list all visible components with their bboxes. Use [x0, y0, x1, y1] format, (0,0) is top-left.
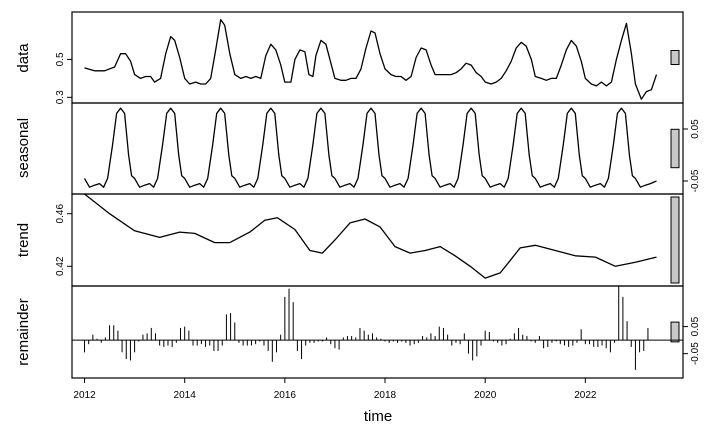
y-tick-label: 0.05	[690, 119, 701, 139]
data-series-line	[84, 18, 658, 100]
x-tick-label: 2014	[174, 390, 197, 401]
scale-bar	[670, 50, 680, 65]
trend-series-line	[84, 193, 657, 279]
x-tick-label: 2016	[274, 390, 297, 401]
x-tick-label: 2022	[574, 390, 597, 401]
y-tick-label: 0.46	[55, 204, 66, 224]
x-tick-label: 2012	[73, 390, 96, 401]
y-tick-label: -0.05	[690, 342, 701, 365]
panel-frame	[71, 102, 684, 195]
scale-bar	[670, 196, 680, 284]
panel-frame	[71, 11, 684, 104]
y-tick-label: 0.42	[55, 256, 66, 276]
panel-data: 0.3 0.5	[55, 11, 684, 104]
panel-label-trend: trend	[15, 223, 32, 257]
x-axis: 2012 2014 2016 2018 2020 2022	[73, 378, 597, 401]
panel-label-seasonal: seasonal	[15, 118, 32, 178]
panel-frame	[71, 285, 684, 379]
panel-label-remainder: remainder	[15, 298, 32, 366]
x-tick-label: 2018	[374, 390, 397, 401]
scale-bar	[670, 321, 680, 343]
panel-remainder: -0.05 0.05	[71, 285, 701, 379]
y-axis-labels: data seasonal trend remainder	[15, 43, 32, 366]
panel-label-data: data	[15, 43, 32, 73]
y-tick-label: -0.05	[690, 169, 701, 192]
x-tick-label: 2020	[474, 390, 497, 401]
panels: 0.3 0.5 -0.05 0.05 0.42 0.46 -0.05 0.05	[55, 11, 701, 379]
panel-frame	[71, 193, 684, 287]
scale-bar	[670, 128, 680, 169]
panel-trend: 0.42 0.46	[55, 193, 684, 287]
x-axis-label: time	[364, 408, 392, 425]
y-tick-label: 0.5	[55, 52, 66, 66]
y-tick-label: 0.3	[55, 90, 66, 104]
panel-seasonal: -0.05 0.05	[71, 102, 701, 195]
seasonal-series-line	[83, 107, 657, 188]
y-tick-label: 0.05	[690, 316, 701, 336]
